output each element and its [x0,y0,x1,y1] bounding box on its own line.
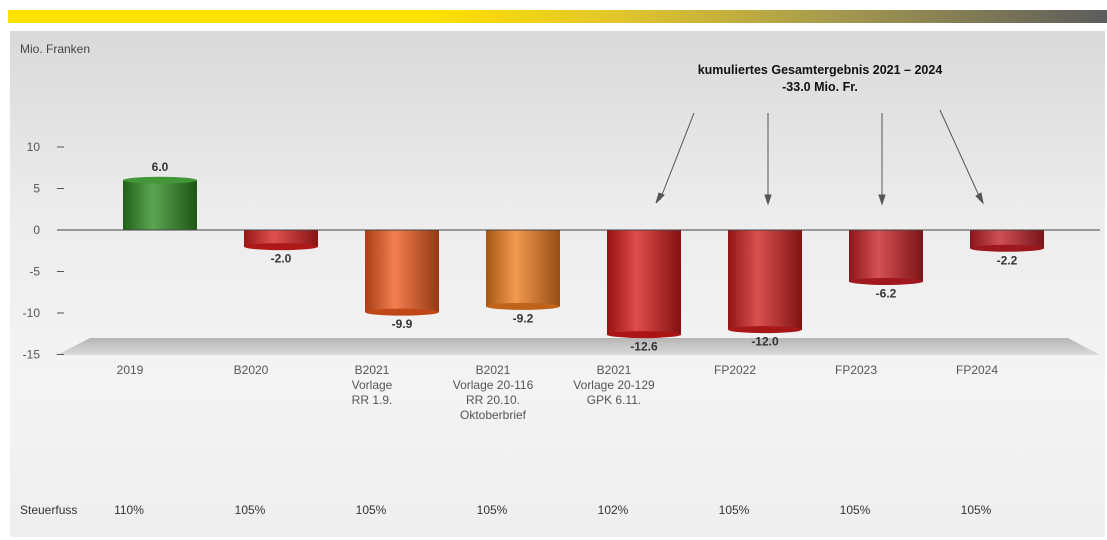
y-tick-label: 0 [33,223,40,237]
chart-floor [57,338,1100,355]
annotation-arrow [939,109,981,199]
bar [365,230,439,313]
y-tick-label: -5 [29,265,40,279]
x-category-label: B2021 Vorlage 20-116 RR 20.10. Oktoberbrief [453,363,534,422]
bar-cap [123,176,197,184]
x-category-label: FP2024 [956,363,998,377]
tax-rate-value: 105% [477,503,508,517]
tax-rate-value: 105% [719,503,750,517]
bar-value-label: -9.2 [513,311,534,325]
y-tick-label: -10 [23,306,41,320]
annotation-arrow [659,112,695,201]
annotation-arrowhead [975,192,984,205]
annotation-arrowhead [655,192,665,204]
y-tick-label: 10 [27,140,41,154]
bar-cap [607,331,681,339]
bar-value-label: -12.6 [630,340,658,354]
bar [123,180,197,230]
tax-rate-value: 102% [598,503,629,517]
annotation-arrowhead [764,194,772,206]
bar-value-label: -6.2 [876,286,897,300]
annotation-arrowhead [878,194,886,206]
annotation-title: kumuliertes Gesamtergebnis 2021 – 2024 [698,63,943,77]
bar-value-label: -2.2 [997,253,1018,267]
tax-rate-value: 105% [356,503,387,517]
bar [486,230,560,307]
tax-rate-value: 105% [840,503,871,517]
annotation-value: -33.0 Mio. Fr. [782,80,858,94]
bar-value-label: -9.9 [392,317,413,331]
y-axis-label: Mio. Franken [20,42,90,56]
x-category-label: B2021 Vorlage RR 1.9. [352,363,393,407]
x-category-label: 2019 [117,363,144,377]
x-category-label: B2020 [234,363,269,377]
tax-row-label: Steuerfuss [20,503,77,517]
bar [244,230,318,247]
bar-value-label: -2.0 [271,252,292,266]
tax-rate-value: 110% [114,503,144,517]
bar-cap [849,277,923,285]
bar-value-label: 6.0 [152,160,169,174]
x-category-label: FP2023 [835,363,877,377]
tax-rate-value: 105% [961,503,992,517]
y-tick-label: -15 [23,348,41,362]
bar [607,230,681,335]
header-accent-bar [8,10,1107,23]
y-tick-label: 5 [33,182,40,196]
bar [728,230,802,330]
bar [849,230,923,282]
x-category-label: FP2022 [714,363,756,377]
bar-value-label: -12.0 [751,335,779,349]
tax-rate-value: 105% [235,503,266,517]
x-category-label: B2021 Vorlage 20-129 GPK 6.11. [573,363,655,407]
bar-cap [970,244,1044,252]
bar-cap [365,308,439,316]
bar [970,230,1044,249]
bar-cap [486,302,560,310]
bar-cap [728,326,802,334]
bar-cap [244,243,318,251]
